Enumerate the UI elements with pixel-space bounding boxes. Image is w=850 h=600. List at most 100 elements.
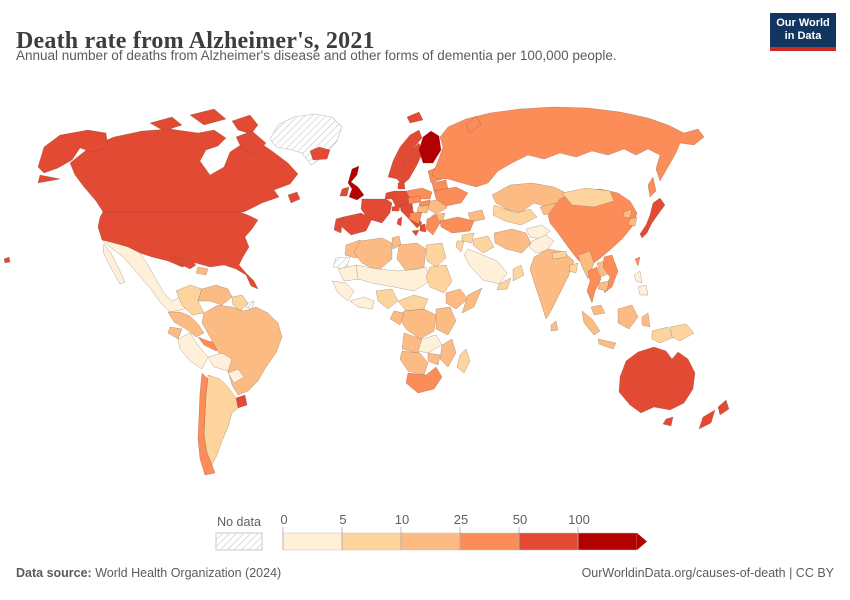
country-thailand[interactable] (586, 266, 602, 304)
country-sardinia[interactable] (396, 216, 403, 227)
legend-bin-5[interactable] (577, 532, 638, 551)
country-portugal[interactable] (333, 216, 344, 234)
country-algeria[interactable] (353, 237, 393, 272)
country-finland[interactable] (418, 130, 442, 164)
country-peru[interactable] (177, 332, 209, 370)
country-saudi-arabia[interactable] (463, 248, 508, 285)
country-mozambique[interactable] (439, 338, 457, 368)
country-syria[interactable] (461, 232, 475, 244)
country-borneo[interactable] (617, 304, 639, 330)
country-yemen[interactable] (496, 277, 512, 291)
country-canada-arctic-island[interactable] (189, 108, 227, 126)
country-ivory-coast-ghana[interactable] (349, 296, 375, 310)
legend-bin-1[interactable] (341, 532, 402, 551)
country-cuba[interactable] (169, 256, 197, 270)
country-south-korea[interactable] (627, 216, 638, 227)
country-ireland[interactable] (339, 186, 350, 197)
country-gabon-congo[interactable] (389, 310, 405, 326)
country-zambia[interactable] (417, 334, 443, 354)
country-oman[interactable] (512, 264, 525, 282)
country-bangladesh[interactable] (568, 262, 579, 274)
legend-bin-2[interactable] (400, 532, 461, 551)
country-united-kingdom[interactable] (347, 165, 365, 201)
country-alaska[interactable] (37, 129, 109, 184)
country-new-zealand-north[interactable] (717, 399, 730, 416)
country-nepal[interactable] (551, 250, 568, 260)
country-vietnam[interactable] (602, 254, 619, 294)
country-kenya-tanzania[interactable] (435, 306, 457, 336)
country-hispaniola[interactable] (195, 266, 209, 276)
country-hawaii[interactable] (3, 256, 11, 264)
country-spain[interactable] (341, 212, 373, 236)
country-israel-jordan[interactable] (455, 240, 465, 253)
country-guyana-suriname[interactable] (231, 294, 249, 312)
country-switzerland[interactable] (391, 204, 401, 212)
country-sicily[interactable] (411, 229, 420, 237)
country-new-zealand-south[interactable] (698, 409, 716, 430)
country-indonesia-papua[interactable] (651, 326, 675, 344)
country-netherlands-belgium[interactable] (384, 190, 395, 200)
country-sudan[interactable] (425, 264, 453, 294)
legend-bin-4[interactable] (518, 532, 579, 551)
country-baffin-island[interactable] (235, 130, 267, 156)
country-iraq[interactable] (472, 235, 495, 254)
country-poland[interactable] (405, 187, 433, 200)
country-japan[interactable] (639, 197, 666, 239)
attribution-link[interactable]: OurWorldinData.org/causes-of-death | CC … (582, 566, 834, 580)
country-denmark[interactable] (397, 180, 406, 190)
country-philippines[interactable] (633, 270, 649, 296)
country-india[interactable] (529, 248, 575, 320)
country-malaysia[interactable] (590, 304, 606, 316)
country-south-africa[interactable] (405, 366, 443, 394)
country-central-america[interactable] (167, 311, 205, 338)
country-western-balkans[interactable] (408, 211, 423, 225)
country-cambodia[interactable] (597, 280, 610, 292)
country-turkey[interactable] (439, 216, 475, 234)
country-uzbekistan-turkmenistan[interactable] (492, 204, 538, 226)
country-sakhalin[interactable] (647, 176, 657, 198)
country-canada-arctic-island[interactable] (231, 114, 259, 135)
owid-logo[interactable]: Our World in Data (770, 13, 836, 51)
country-novaya-zemlya[interactable] (465, 115, 482, 134)
country-namibia-botswana[interactable] (399, 350, 429, 376)
country-chile[interactable] (197, 372, 216, 476)
country-newfoundland[interactable] (287, 191, 301, 204)
country-indonesia-sumatra[interactable] (581, 310, 601, 336)
country-ecuador[interactable] (167, 326, 183, 340)
country-somalia[interactable] (461, 287, 483, 314)
country-canada-arctic-island[interactable] (149, 116, 183, 132)
country-paraguay[interactable] (227, 368, 245, 384)
country-libya[interactable] (396, 242, 427, 272)
country-caucasus[interactable] (467, 209, 486, 223)
country-sri-lanka[interactable] (550, 320, 559, 332)
country-venezuela[interactable] (197, 284, 233, 306)
country-zimbabwe[interactable] (427, 352, 441, 366)
country-hungary[interactable] (416, 204, 430, 214)
country-egypt[interactable] (425, 242, 447, 268)
country-svalbard[interactable] (406, 111, 424, 124)
country-sulawesi[interactable] (641, 312, 651, 328)
country-madagascar[interactable] (456, 348, 471, 374)
country-senegal-guinea[interactable] (331, 280, 355, 302)
country-bolivia[interactable] (207, 352, 233, 372)
country-cameroon-car[interactable] (397, 294, 429, 312)
legend-bin-0[interactable] (282, 532, 343, 551)
country-ethiopia[interactable] (445, 288, 469, 310)
country-nigeria[interactable] (375, 288, 399, 310)
country-russia[interactable] (431, 106, 705, 188)
country-iran[interactable] (493, 228, 532, 254)
country-papua-new-guinea[interactable] (669, 323, 695, 342)
owid-url-link[interactable]: OurWorldinData.org/causes-of-death | CC … (581, 566, 834, 580)
country-australia[interactable] (618, 346, 696, 414)
country-mali-niger-chad[interactable] (355, 264, 431, 292)
country-mongolia[interactable] (561, 187, 615, 208)
country-colombia[interactable] (175, 284, 205, 316)
country-greece[interactable] (425, 214, 441, 236)
country-argentina[interactable] (203, 374, 239, 466)
country-albania[interactable] (419, 223, 427, 233)
legend-bin-3[interactable] (459, 532, 520, 551)
country-ukraine[interactable] (433, 186, 469, 207)
country-iceland[interactable] (309, 146, 331, 161)
country-tasmania[interactable] (662, 416, 674, 427)
country-north-korea[interactable] (622, 208, 633, 219)
